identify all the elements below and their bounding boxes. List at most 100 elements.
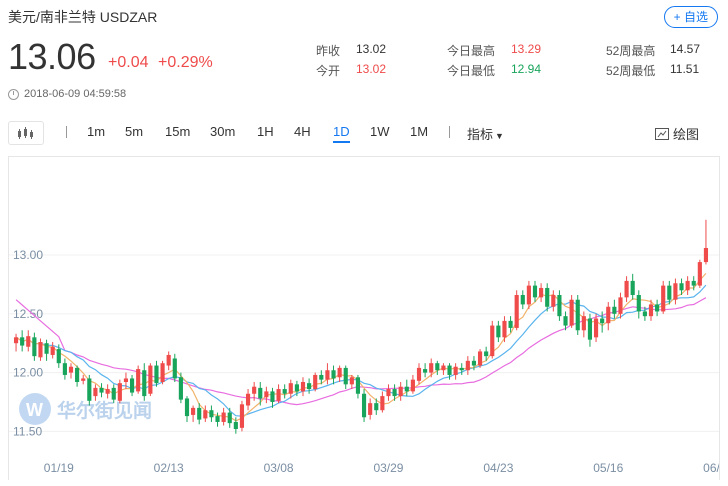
candle-body [361,393,367,418]
candle-body [203,410,208,419]
y-tick-label: 13.00 [13,248,43,262]
candle-body [520,295,525,305]
price-change: +0.04 [108,54,149,71]
candle-body [178,377,183,400]
candle-body [526,285,531,305]
candle-body [465,360,470,371]
price-change-percent: +0.29% [158,54,213,71]
candle-body [142,370,147,397]
candle-body [380,396,385,411]
toolbar-divider [66,126,67,138]
candle-body [435,363,440,371]
stat-value: 13.02 [356,62,387,76]
candle-body [416,367,422,381]
candle-body [300,381,306,392]
candle-body [648,304,654,317]
stat-label: 52周最低 [606,64,656,78]
indicators-label: 指标 [467,127,494,142]
stat-label: 今日最高 [447,44,496,58]
toolbar-divider [449,126,450,138]
tab-1h[interactable]: 1H [257,124,274,139]
candle-body [453,366,458,375]
candle-body [642,311,647,317]
candle-body [117,383,122,401]
candle-body [374,403,379,411]
stat-label: 今开 [316,64,341,78]
candle-body [691,280,696,286]
candle-body [429,363,434,373]
tab-1m[interactable]: 1m [87,124,106,139]
candle-body [184,398,190,417]
candle-body [587,318,593,340]
candle-body [282,389,287,394]
candle-body [496,325,501,338]
candle-body [44,343,49,354]
tab-15m[interactable]: 15m [165,124,191,139]
stat-label: 52周最高 [606,44,656,58]
tab-1w[interactable]: 1W [370,124,390,139]
candle-body [477,351,483,366]
candle-body [355,377,361,394]
candle-body [410,379,415,392]
candle-body [337,367,342,378]
candle-body [239,404,245,428]
candle-body [307,383,312,390]
candle-body [38,342,43,358]
tab-4h[interactable]: 4H [294,124,311,139]
chart-type-button[interactable] [8,121,44,145]
x-tick-label: 03/08 [264,461,294,475]
caret-down-icon: ▼ [495,131,504,141]
svg-text:W: W [26,400,43,420]
candle-body [129,378,135,393]
candle-body [624,280,629,298]
candle-body [575,299,580,331]
candle-body [325,370,330,380]
quote-timestamp: 2018-06-09 04:59:58 [8,88,126,100]
candle-body [655,304,660,312]
draw-button[interactable]: 绘图 [655,124,699,143]
tab-5m[interactable]: 5m [125,124,144,139]
candle-body [514,295,519,328]
tab-30m[interactable]: 30m [210,124,236,139]
candle-body [368,403,373,415]
tab-1d[interactable]: 1D [333,124,350,143]
candle-body [459,367,464,371]
candle-body [404,386,409,392]
candle-body [191,407,196,415]
stat-value: 11.51 [670,62,700,76]
candle-body [441,365,446,371]
stat-value: 13.29 [511,42,542,56]
candle-body [252,386,257,394]
candle-body [288,383,293,394]
candle-body [343,367,348,385]
stat-label: 昨收 [316,44,341,58]
candle-body [276,389,281,401]
candle-body [221,412,226,422]
x-tick-label: 05/16 [593,461,623,475]
candle-body [636,295,641,312]
candle-body [111,387,116,400]
candle-body [99,387,104,393]
indicators-menu[interactable]: 指标 ▼ [467,124,504,143]
candle-body [87,378,92,401]
candle-body [227,412,232,424]
candle-body [245,393,251,406]
candle-body [56,349,61,364]
tab-1m[interactable]: 1M [410,124,429,139]
add-watchlist-button[interactable]: + 自选 [663,6,718,28]
candle-body [673,283,678,300]
candlestick-icon [18,127,33,139]
candle-body [331,370,336,379]
clock-icon [8,88,19,100]
candle-body [532,285,538,298]
candle-body [490,325,495,357]
candle-body [630,280,635,296]
candle-body [148,365,153,394]
candle-body [545,287,550,307]
candle-body [172,358,177,379]
price-chart[interactable]: 13.00 12.50 12.00 11.50 W 华尔街见闻 01/19 02/13 03/0… [8,156,728,480]
candle-body [703,247,709,263]
candle-body [258,387,263,399]
candle-body [215,416,220,422]
